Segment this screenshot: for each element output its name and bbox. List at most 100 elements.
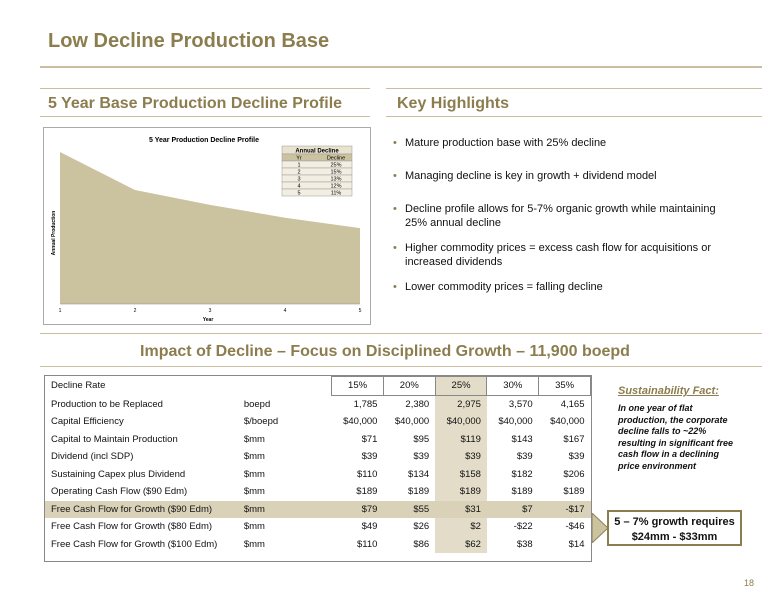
row-unit: $mm xyxy=(243,451,265,463)
row-value: $167 xyxy=(563,433,585,445)
row-value: $110 xyxy=(357,538,378,550)
row-value: 1,785 xyxy=(353,398,378,410)
row-value: $86 xyxy=(413,538,430,550)
row-value: $49 xyxy=(361,521,378,533)
table-row: Capital to Maintain Production $mm $71 $95 $… xyxy=(45,430,591,448)
row-label: Production to be Replaced xyxy=(51,398,163,410)
inset-cell-year: 5 xyxy=(297,191,300,197)
sustainability-fact-text: In one year of flat production, the corp… xyxy=(618,403,734,471)
right-section-top-rule xyxy=(386,88,762,89)
inset-header-decline: Decline xyxy=(327,156,345,162)
x-tick-label: 2 xyxy=(134,308,137,314)
row-value: $38 xyxy=(516,538,533,550)
table-row: Free Cash Flow for Growth ($90 Edm) $mm $7… xyxy=(45,500,591,518)
row-value: $39 xyxy=(568,451,585,463)
left-section-top-rule xyxy=(40,88,370,89)
x-tick-label: 3 xyxy=(209,308,212,314)
impact-title: Impact of Decline – Focus on Disciplined… xyxy=(140,343,630,360)
page-number: 18 xyxy=(743,578,754,588)
row-unit: $mm xyxy=(243,521,265,533)
row-value: $119 xyxy=(435,430,487,448)
row-value: $182 xyxy=(511,468,533,480)
row-value: $134 xyxy=(408,468,430,480)
decline-table: Decline Rate 15% 20% 25% 30% 35% Product… xyxy=(45,376,591,553)
row-value: $2 xyxy=(435,518,487,536)
inset-cell-year: 4 xyxy=(297,184,300,190)
row-value: $40,000 xyxy=(498,416,533,428)
row-value: $189 xyxy=(563,486,585,498)
row-value: $26 xyxy=(413,521,430,533)
highlight-item: Managing decline is key in growth + divi… xyxy=(393,169,733,183)
right-section-title: Key Highlights xyxy=(397,95,510,112)
row-value: $206 xyxy=(563,468,585,480)
chart-ylabel: Annual Production xyxy=(51,211,57,256)
row-label: Sustaining Capex plus Dividend xyxy=(51,468,186,480)
row-value: $110 xyxy=(357,468,378,480)
left-section-title: 5 Year Base Production Decline Profile xyxy=(48,95,343,112)
table-row: Free Cash Flow for Growth ($80 Edm) $mm $4… xyxy=(45,518,591,536)
rate-header: 15% xyxy=(331,376,384,396)
decline-rate-label: Decline Rate xyxy=(51,380,106,392)
inset-cell-decline: 12% xyxy=(330,184,341,190)
row-label: Dividend (incl SDP) xyxy=(51,451,134,463)
row-value: 2,975 xyxy=(435,395,487,413)
row-label: Capital Efficiency xyxy=(51,416,124,428)
decline-table-container: Decline Rate 15% 20% 25% 30% 35% Product… xyxy=(44,375,592,562)
row-value: $39 xyxy=(413,451,430,463)
row-value: -$17 xyxy=(538,500,591,518)
row-value: $14 xyxy=(568,538,585,550)
row-value: -$22 xyxy=(513,521,533,533)
highlight-item: Lower commodity prices = falling decline xyxy=(393,280,733,294)
rate-header: 20% xyxy=(382,376,436,396)
growth-callout-line1: 5 – 7% growth requires xyxy=(614,516,735,528)
sustainability-fact-title: Sustainability Fact: xyxy=(618,385,719,397)
growth-arrow-icon xyxy=(592,513,608,543)
x-tick-label: 1 xyxy=(59,308,62,314)
row-value: $31 xyxy=(435,500,487,518)
row-value: $189 xyxy=(435,483,487,501)
inset-cell-decline: 11% xyxy=(331,191,342,197)
left-section-bottom-rule xyxy=(40,116,370,117)
rate-header: 35% xyxy=(538,376,591,396)
table-row: Sustaining Capex plus Dividend $mm $110 $13… xyxy=(45,465,591,483)
impact-top-rule xyxy=(40,333,762,334)
row-value: $40,000 xyxy=(343,416,378,428)
rate-header: 30% xyxy=(486,376,540,396)
production-area xyxy=(60,152,360,304)
table-row: Dividend (incl SDP) $mm $39 $39 $39 $39 $39 xyxy=(45,448,591,466)
row-value: $189 xyxy=(511,486,533,498)
inset-header-yr: Yr xyxy=(296,156,302,162)
inset-table-rows: 1 25% 2 15% 3 13% 4 12% 5 11% xyxy=(281,160,353,197)
row-label: Free Cash Flow for Growth ($100 Edm) xyxy=(51,538,218,550)
x-tick-label: 5 xyxy=(359,308,362,314)
highlights-list: Mature production base with 25% decline … xyxy=(393,136,733,294)
decline-chart-svg: 5 Year Production Decline Profile Annual… xyxy=(51,137,362,323)
inset-cell-year: 2 xyxy=(297,170,300,176)
table-row: Capital Efficiency $/boepd $40,000 $40,000 $… xyxy=(45,413,591,431)
row-value: $55 xyxy=(383,500,436,518)
row-unit: $mm xyxy=(243,468,265,480)
row-unit: $mm xyxy=(243,486,265,498)
row-value: $40,000 xyxy=(394,416,430,428)
inset-cell-year: 3 xyxy=(297,177,300,183)
row-value: 4,165 xyxy=(560,398,585,410)
row-value: $79 xyxy=(331,500,384,518)
row-value: $7 xyxy=(486,500,539,518)
row-value: $71 xyxy=(361,433,378,445)
row-label: Free Cash Flow for Growth ($90 Edm) xyxy=(45,500,238,518)
row-label: Capital to Maintain Production xyxy=(51,433,178,445)
table-header-row: Decline Rate 15% 20% 25% 30% 35% xyxy=(45,376,591,396)
inset-table-title: Annual Decline xyxy=(295,149,339,155)
row-unit: $/boepd xyxy=(243,416,279,428)
row-value: $39 xyxy=(361,451,378,463)
row-value: $95 xyxy=(413,433,430,445)
table-row: Production to be Replaced boepd 1,785 2,380… xyxy=(45,395,591,413)
row-label: Free Cash Flow for Growth ($80 Edm) xyxy=(51,521,213,533)
growth-callout: 5 – 7% growth requires $24mm - $33mm xyxy=(607,510,742,546)
row-value: $62 xyxy=(435,535,487,553)
decline-chart: 5 Year Production Decline Profile Annual… xyxy=(43,127,371,325)
highlight-item: Decline profile allows for 5-7% organic … xyxy=(393,202,733,230)
row-value: 2,380 xyxy=(405,398,430,410)
chart-title: 5 Year Production Decline Profile xyxy=(149,137,259,144)
